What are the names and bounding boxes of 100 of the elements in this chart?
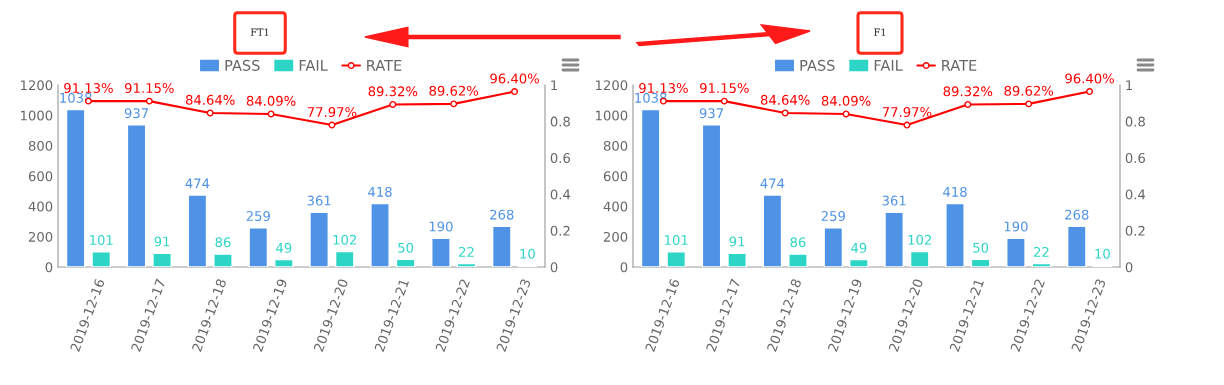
point xyxy=(1025,100,1033,108)
bar xyxy=(274,258,294,267)
bar xyxy=(1066,225,1087,267)
bar xyxy=(701,124,722,267)
data-label: 77.97% xyxy=(882,107,932,117)
data-label: 418 xyxy=(943,186,967,197)
data-label: 22 xyxy=(459,246,474,257)
y-tick-label: 400 xyxy=(28,201,53,212)
legend-label: PASS xyxy=(800,59,835,71)
point xyxy=(145,97,153,105)
y-tick-label: 800 xyxy=(28,140,53,151)
y2-tick-label: 1 xyxy=(1126,80,1133,91)
point xyxy=(842,110,850,118)
data-label: 84.09% xyxy=(246,95,296,106)
data-label: 10 xyxy=(520,248,535,259)
legend-label: RATE xyxy=(942,60,977,71)
bar xyxy=(884,211,904,267)
data-label: 361 xyxy=(307,195,331,206)
data-label: 91 xyxy=(154,236,170,247)
point xyxy=(450,100,458,108)
y2-tick-label: 0 xyxy=(1125,262,1133,273)
point xyxy=(964,100,972,108)
data-label: 361 xyxy=(882,195,906,206)
data-label: 190 xyxy=(429,221,453,232)
bar xyxy=(909,250,930,267)
data-label: 91 xyxy=(729,236,745,247)
data-label: 101 xyxy=(90,234,113,245)
data-label: 89.62% xyxy=(429,85,479,96)
y-tick-label: 0 xyxy=(620,262,628,273)
bar xyxy=(456,262,477,267)
bar xyxy=(727,252,747,267)
bar xyxy=(65,108,86,267)
point xyxy=(328,121,336,129)
chart-title: FT1 xyxy=(250,28,269,36)
bar xyxy=(491,225,512,267)
data-label: 84.64% xyxy=(185,94,235,105)
data-label: 91.15% xyxy=(699,83,749,93)
bar xyxy=(213,253,233,267)
data-label: 49 xyxy=(276,242,292,253)
bar xyxy=(187,194,208,267)
bar xyxy=(970,258,991,267)
legend-label: FAIL xyxy=(299,60,328,71)
legend-label: PASS xyxy=(225,59,260,71)
y2-tick-label: 0 xyxy=(550,262,558,273)
data-label: 86 xyxy=(790,237,806,248)
bar xyxy=(640,108,661,267)
data-label: 190 xyxy=(1004,221,1028,232)
data-label: 268 xyxy=(1065,209,1089,220)
point xyxy=(720,97,728,105)
data-label: 102 xyxy=(333,234,356,245)
y-tick-label: 800 xyxy=(603,140,628,151)
bar xyxy=(152,252,172,267)
data-label: 268 xyxy=(490,209,514,220)
y2-tick-label: 0.2 xyxy=(550,225,570,236)
bar xyxy=(945,202,965,267)
data-label: 937 xyxy=(124,108,148,119)
y-tick-label: 1200 xyxy=(596,80,628,91)
bar xyxy=(395,258,416,267)
y2-tick-label: 0.8 xyxy=(1125,116,1145,127)
legend-label: RATE xyxy=(367,60,402,71)
data-label: 50 xyxy=(973,242,989,253)
point xyxy=(389,100,397,108)
y-tick-label: 1000 xyxy=(596,110,628,121)
y-tick-label: 1000 xyxy=(21,110,53,121)
y-tick-label: 200 xyxy=(28,231,53,242)
data-label: 49 xyxy=(851,242,867,253)
bar xyxy=(334,250,355,267)
y2-tick-label: 0.8 xyxy=(550,116,570,127)
data-label: 474 xyxy=(185,178,210,189)
bar xyxy=(666,250,687,267)
point xyxy=(781,109,789,117)
y-tick-label: 200 xyxy=(603,231,628,242)
data-label: 89.62% xyxy=(1004,85,1054,96)
data-label: 418 xyxy=(368,186,392,197)
data-label: 259 xyxy=(246,211,270,221)
bar xyxy=(1006,237,1026,267)
data-label: 50 xyxy=(398,242,414,253)
bar xyxy=(1031,262,1052,267)
y2-tick-label: 1 xyxy=(551,80,558,91)
bar xyxy=(788,253,808,267)
data-label: 102 xyxy=(908,234,931,245)
data-label: 84.64% xyxy=(760,94,810,105)
data-label: 86 xyxy=(215,237,231,248)
data-label: 77.97% xyxy=(307,107,357,117)
y-tick-label: 400 xyxy=(603,201,628,212)
data-label: 91.13% xyxy=(64,83,113,94)
bar xyxy=(248,227,269,267)
bar xyxy=(762,194,783,267)
y-tick-label: 1200 xyxy=(21,80,53,91)
data-label: 474 xyxy=(760,178,785,189)
y-tick-label: 600 xyxy=(603,171,628,182)
bar xyxy=(91,250,112,267)
data-label: 259 xyxy=(821,211,845,221)
bar xyxy=(431,237,451,267)
y-tick-label: 600 xyxy=(28,171,53,182)
data-label: 84.09% xyxy=(821,95,871,106)
point xyxy=(206,109,214,117)
point xyxy=(903,121,911,129)
point xyxy=(511,88,519,96)
data-label: 91.13% xyxy=(639,83,688,94)
